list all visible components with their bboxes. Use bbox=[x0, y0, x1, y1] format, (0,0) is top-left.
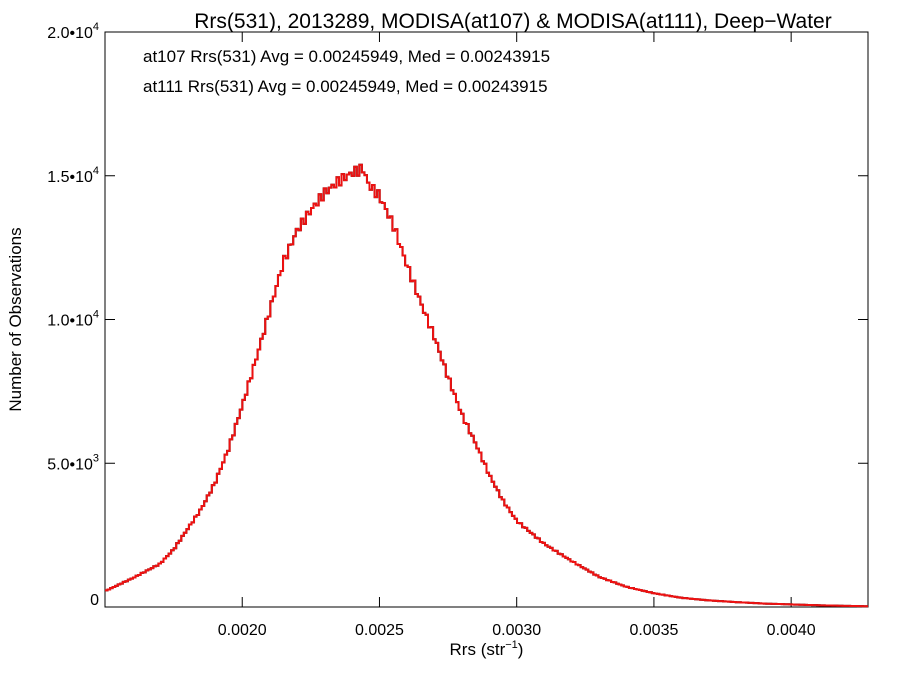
x-axis: 0.0020 0.0025 0.0030 0.0035 0.0040 bbox=[218, 32, 816, 639]
x-tick-label: 0.0020 bbox=[218, 622, 267, 639]
x-tick-label: 0.0025 bbox=[355, 622, 404, 639]
x-axis-label-main: Rrs (str bbox=[450, 640, 506, 659]
x-axis-label-sup: −1 bbox=[505, 639, 518, 651]
y-tick-mantissa: 1.0•10 bbox=[47, 313, 93, 330]
y-tick-mantissa: 5.0•10 bbox=[47, 456, 93, 473]
y-tick-exponent: 4 bbox=[93, 309, 99, 321]
plot-area: 0.0020 0.0025 0.0030 0.0035 0.0040 0 5.0•103 1… bbox=[47, 21, 869, 639]
plot-frame bbox=[104, 31, 869, 608]
series-at111-line bbox=[105, 163, 868, 608]
x-tick-label: 0.0035 bbox=[629, 622, 678, 639]
series-layer bbox=[105, 163, 868, 608]
y-tick-exponent: 3 bbox=[93, 452, 99, 464]
x-tick-label: 0.0030 bbox=[492, 622, 541, 639]
y-tick-mantissa: 0 bbox=[90, 592, 99, 609]
y-tick-mantissa: 1.5•10 bbox=[47, 169, 93, 186]
y-tick-label: 1.0•104 bbox=[47, 309, 99, 330]
y-tick-exponent: 4 bbox=[93, 21, 99, 33]
chart-title: Rrs(531), 2013289, MODISA(at107) & MODIS… bbox=[194, 10, 831, 33]
x-tick-label: 0.0040 bbox=[767, 622, 816, 639]
y-tick-label: 2.0•104 bbox=[47, 21, 99, 42]
y-axis-label: Number of Observations bbox=[6, 227, 25, 411]
y-tick-label: 5.0•103 bbox=[47, 452, 99, 473]
y-tick-mantissa: 2.0•10 bbox=[47, 25, 93, 42]
y-tick-exponent: 4 bbox=[93, 165, 99, 177]
y-tick-label: 1.5•104 bbox=[47, 165, 99, 186]
series-at107-line bbox=[105, 163, 868, 608]
annotation-at111: at111 Rrs(531) Avg = 0.00245949, Med = 0… bbox=[143, 77, 548, 96]
y-tick-label: 0 bbox=[90, 592, 99, 609]
x-axis-label-end: ) bbox=[518, 640, 524, 659]
x-axis-label: Rrs (str−1) bbox=[450, 639, 524, 659]
annotation-at107: at107 Rrs(531) Avg = 0.00245949, Med = 0… bbox=[143, 47, 550, 66]
